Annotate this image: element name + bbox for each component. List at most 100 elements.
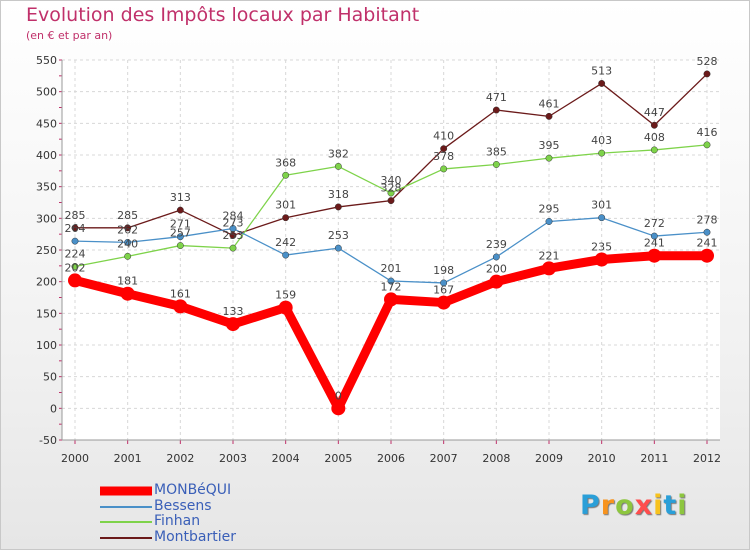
y-tick-label: 300 bbox=[36, 212, 57, 225]
y-tick-label: 450 bbox=[36, 117, 57, 130]
data-point bbox=[650, 121, 658, 129]
data-label: 471 bbox=[486, 91, 507, 104]
data-point bbox=[703, 70, 711, 78]
data-point bbox=[387, 277, 395, 285]
y-tick-label: 0 bbox=[50, 402, 57, 415]
x-tick-label: 2000 bbox=[61, 452, 89, 465]
data-label: 273 bbox=[223, 216, 244, 229]
chart-subtitle: (en € et par an) bbox=[26, 29, 113, 42]
data-label: 340 bbox=[381, 174, 402, 187]
data-label: 285 bbox=[117, 209, 138, 222]
data-point bbox=[278, 300, 293, 315]
legend-label: Bessens bbox=[154, 497, 212, 514]
data-label: 202 bbox=[65, 261, 86, 274]
data-point bbox=[650, 146, 658, 154]
legend-label: Montbartier bbox=[154, 528, 236, 545]
data-point bbox=[387, 197, 395, 205]
data-label: 253 bbox=[328, 229, 349, 242]
y-tick-label: 150 bbox=[36, 307, 57, 320]
data-point bbox=[68, 273, 82, 288]
data-point bbox=[440, 145, 448, 153]
data-label: 403 bbox=[591, 134, 612, 147]
data-point bbox=[229, 225, 237, 232]
data-point bbox=[331, 401, 346, 416]
data-label: 461 bbox=[539, 97, 560, 110]
logo-letter: i bbox=[677, 490, 688, 521]
data-point bbox=[545, 154, 553, 162]
data-point bbox=[492, 106, 500, 114]
data-point bbox=[440, 279, 448, 287]
data-point bbox=[176, 233, 184, 241]
data-label: 528 bbox=[697, 55, 718, 68]
data-label: 262 bbox=[117, 223, 138, 236]
legend-swatch bbox=[100, 530, 152, 545]
y-tick-label: 50 bbox=[43, 371, 57, 384]
data-point bbox=[703, 141, 711, 149]
data-label: 240 bbox=[117, 237, 138, 250]
data-point bbox=[492, 161, 500, 168]
y-tick-label: 100 bbox=[36, 339, 57, 352]
y-tick-label: 200 bbox=[36, 276, 57, 289]
data-label: 221 bbox=[539, 249, 560, 262]
data-label: 239 bbox=[486, 238, 507, 251]
data-point bbox=[334, 162, 342, 170]
legend-swatch bbox=[100, 515, 152, 529]
data-label: 241 bbox=[644, 237, 665, 250]
data-point bbox=[176, 206, 184, 214]
data-point bbox=[384, 292, 398, 307]
legend-swatch bbox=[100, 484, 152, 498]
data-point bbox=[598, 79, 606, 87]
data-point bbox=[647, 248, 662, 263]
data-label: 0 bbox=[335, 389, 342, 402]
data-point bbox=[598, 214, 606, 222]
data-point bbox=[71, 224, 79, 232]
data-point bbox=[334, 244, 342, 252]
logo-letter: x bbox=[634, 490, 654, 521]
data-label: 181 bbox=[117, 275, 138, 288]
data-point bbox=[71, 263, 79, 270]
data-label: 284 bbox=[223, 209, 244, 222]
y-tick-label: -50 bbox=[39, 434, 57, 447]
x-tick-label: 2007 bbox=[430, 452, 458, 465]
data-point bbox=[700, 248, 714, 263]
y-tick-label: 250 bbox=[36, 244, 57, 257]
data-point bbox=[542, 261, 556, 276]
data-label: 264 bbox=[65, 222, 86, 235]
x-tick-label: 2010 bbox=[588, 452, 616, 465]
data-label: 200 bbox=[486, 263, 507, 276]
data-label: 295 bbox=[539, 203, 560, 216]
data-point bbox=[594, 252, 609, 267]
data-label: 385 bbox=[486, 146, 507, 159]
x-tick-label: 2012 bbox=[693, 452, 721, 465]
x-tick-label: 2005 bbox=[324, 452, 352, 465]
y-tick-label: 500 bbox=[36, 86, 57, 99]
data-label: 271 bbox=[170, 218, 191, 231]
data-label: 172 bbox=[381, 280, 402, 293]
data-point bbox=[229, 244, 237, 252]
data-point bbox=[120, 286, 135, 301]
data-label: 395 bbox=[539, 139, 560, 152]
x-tick-label: 2002 bbox=[166, 452, 194, 465]
data-label: 241 bbox=[697, 237, 718, 250]
data-label: 301 bbox=[275, 199, 296, 212]
data-point bbox=[124, 238, 132, 246]
data-point bbox=[545, 112, 553, 120]
data-label: 133 bbox=[223, 305, 244, 318]
data-point bbox=[71, 237, 79, 245]
data-label: 410 bbox=[433, 130, 454, 143]
data-label: 318 bbox=[328, 188, 349, 201]
data-point bbox=[650, 232, 658, 240]
data-point bbox=[173, 299, 188, 314]
data-label: 224 bbox=[65, 247, 86, 260]
data-label: 161 bbox=[170, 287, 191, 300]
data-point bbox=[124, 252, 132, 260]
data-label: 167 bbox=[433, 284, 454, 297]
logo-letter: P bbox=[580, 490, 601, 521]
data-point bbox=[334, 203, 342, 211]
legend-label: MONBéQUI bbox=[154, 482, 232, 498]
data-label: 408 bbox=[644, 131, 665, 144]
x-tick-label: 2008 bbox=[482, 452, 510, 465]
y-tick-label: 550 bbox=[36, 54, 57, 67]
data-label: 278 bbox=[697, 213, 718, 226]
y-tick-label: 350 bbox=[36, 181, 57, 194]
